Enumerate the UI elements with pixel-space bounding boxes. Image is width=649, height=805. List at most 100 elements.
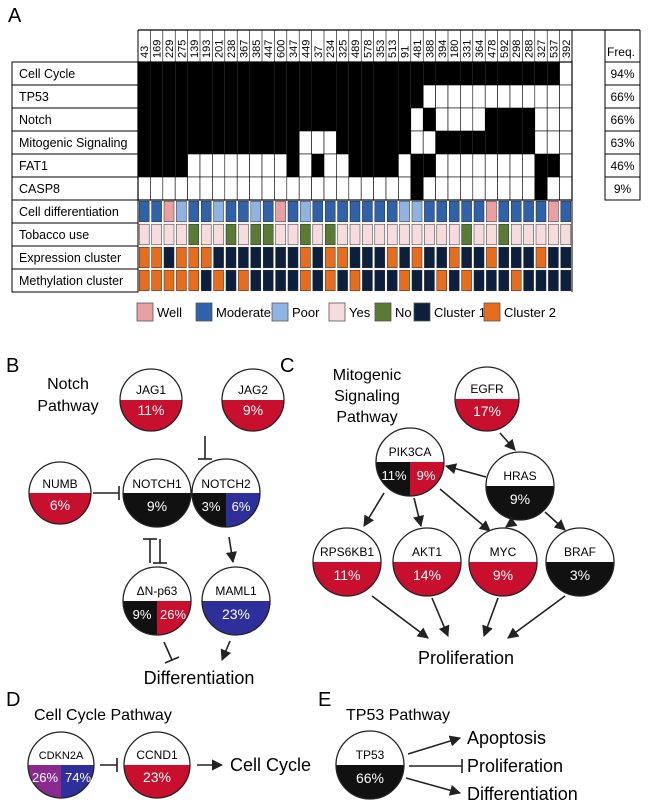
legend-item-moderate: Moderate [195,302,271,322]
heatmap-cell [138,246,150,269]
legend-swatch [328,302,346,322]
legend-item-yes: Yes [328,302,371,322]
heatmap-cell [312,246,324,269]
heatmap-cell [361,131,374,154]
heatmap-cell [398,153,412,178]
p63-name: ΔN-p63 [137,584,178,598]
heatmap-cell [460,107,474,132]
freq-value: 9% [614,182,632,196]
notch2-to-maml1-arrow [225,536,237,564]
heatmap-cell [385,176,399,201]
heatmap-cell [249,131,262,154]
heatmap-cell [523,246,534,269]
heatmap-cell [498,223,510,246]
heatmap-cell [510,223,522,246]
heatmap-cell [523,269,534,292]
node-jag1: JAG1 11% [119,368,183,432]
node-numb: NUMB 6% [28,461,92,525]
heatmap-cell [137,176,151,201]
heatmap-cell [188,200,200,223]
heatmap-cell [484,153,498,178]
heatmap-cell [336,153,350,178]
sample-label: 238 [226,40,238,58]
heatmap-cell [422,176,436,201]
heatmap-cell [224,131,238,154]
heatmap-cell [349,200,361,223]
heatmap-cell [510,269,522,292]
heatmap-cell [399,269,410,292]
heatmap-cell [548,200,559,223]
heatmap-cell [423,154,436,177]
heatmap-cell [175,108,188,131]
heatmap-cell [522,176,536,201]
heatmap-cell [497,131,510,154]
notch1-name: NOTCH1 [132,477,182,491]
legend-swatch [195,302,213,322]
tp53-to-differentiation-arrow [405,777,462,796]
legend-swatch [136,302,154,322]
sample-label: 394 [437,40,449,58]
heatmap-cell [336,108,349,131]
row-label: Cell Cycle [19,67,75,81]
notch-pathway: Notch Pathway JAG1 11% JAG2 9% NUMB 6% [28,368,285,688]
heatmap-cell [386,85,399,108]
heatmap-cell [150,62,163,85]
heatmap-cell [262,85,275,108]
heatmap-cell [435,84,449,109]
heatmap-cell [361,108,374,131]
mitogenic-pathway: Mitogenic Signaling Pathway EGFR 17% HRA… [312,366,615,668]
heatmap-cell [535,246,547,269]
heatmap-cell [286,131,300,154]
sample-label: 325 [338,40,350,58]
heatmap-cell [311,176,325,201]
sample-label: 447 [263,40,275,58]
heatmap-cell [546,130,560,155]
heatmap-cell [138,200,150,223]
heatmap-cell [324,269,336,292]
sample-label: 139 [189,40,201,58]
node-pik3ca: PIK3CA 11% 9% [375,427,445,497]
sample-label: 392 [561,40,573,58]
heatmap-cell [509,153,523,178]
heatmap-cell [298,130,312,155]
heatmap-cell [298,153,312,178]
heatmap-cell [224,62,238,85]
legend-item-no: No [374,302,412,322]
rps6kb1-to-proliferation-arrow [371,595,429,639]
heatmap-cell [200,246,212,269]
heatmap-cell [176,223,187,246]
sample-label: 449 [300,40,312,58]
heatmap-cell [311,62,324,85]
freq-value: 63% [610,136,634,150]
node-jag2: JAG2 9% [221,368,285,432]
heatmap-cell [422,84,436,109]
heatmap-cell [362,246,373,269]
heatmap-cell [535,223,547,246]
heatmap-cell [224,176,238,201]
heatmap-cell [546,84,560,109]
tp53-name: TP53 [356,748,385,762]
jag1-name: JAG1 [136,383,166,397]
heatmap-cell [286,108,300,131]
heatmap-cell [262,131,275,154]
heatmap-cell [324,62,337,85]
heatmap-cell [262,62,275,85]
heatmap-cell [386,246,398,269]
hras-value: 9% [510,491,530,507]
heatmap-cell [436,200,448,223]
heatmap-cell [213,269,224,292]
heatmap-cell [411,269,423,292]
heatmap-cell [386,154,399,177]
tp53-outcome-apoptosis: Apoptosis [467,728,546,748]
notch-title-line2: Pathway [37,398,98,415]
heatmap-cell [460,131,473,154]
heatmap-cell [138,62,151,85]
heatmap-cell [435,62,448,85]
row-label: Cell differentiation [19,205,119,219]
heatmap-cell [448,131,461,154]
heatmap-cell [547,154,560,177]
row-label: Mitogenic Signaling [19,136,127,150]
heatmap-cell [200,108,213,131]
legend: Well Moderate Poor Yes No Cluster 1 Cluster 2 [136,302,556,322]
